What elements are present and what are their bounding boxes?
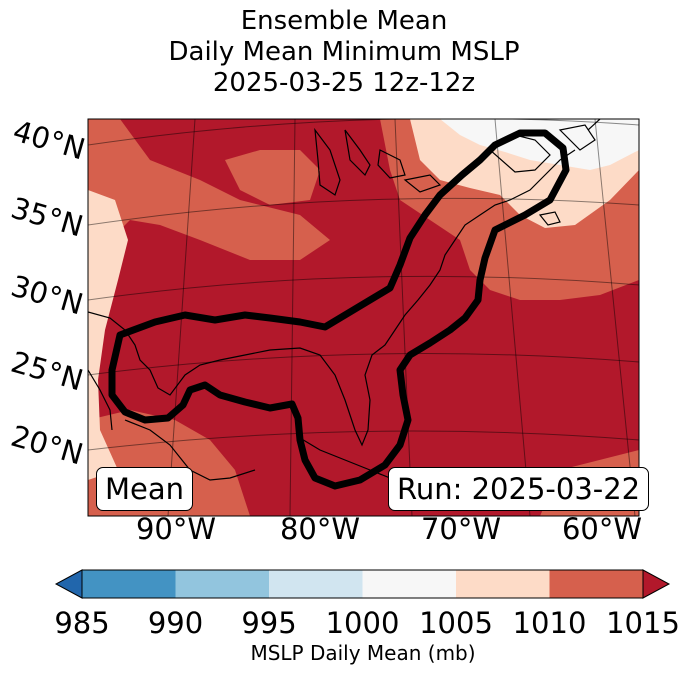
title-line-2: Daily Mean Minimum MSLP — [168, 37, 520, 67]
lon-label-90w: 90°W — [135, 512, 217, 546]
colorbar-tick-1010: 1010 — [512, 606, 587, 640]
coastlines — [88, 119, 601, 487]
contour-1015 — [108, 129, 570, 490]
colorbar-tick-1015: 1015 — [606, 606, 680, 640]
field-1010-west — [88, 119, 330, 300]
title-line-1: Ensemble Mean — [240, 6, 448, 36]
colorbar-extend-low — [54, 569, 83, 599]
mslp-field — [88, 119, 639, 516]
run-date-box: Run: 2025-03-22 — [388, 467, 650, 511]
colorbar-segment-1010 — [549, 570, 644, 598]
field-1005-west — [88, 190, 128, 480]
map-frame — [87, 118, 640, 517]
title-line-3: 2025-03-25 12z-12z — [212, 68, 476, 98]
colorbar-segment-995 — [269, 570, 363, 598]
colorbar-segment-1000 — [362, 570, 457, 598]
colorbar-tick-1005: 1005 — [419, 606, 493, 640]
colorbar-tick-1000: 1000 — [325, 606, 400, 640]
colorbar — [54, 569, 671, 599]
colorbar-tick-985: 985 — [54, 606, 110, 640]
colorbar-segment-985 — [82, 570, 176, 598]
map-panel — [87, 118, 640, 517]
figure-title: Ensemble Mean Daily Mean Minimum MSLP 20… — [0, 6, 688, 99]
mean-label-box: Mean — [96, 467, 194, 511]
lon-label-80w: 80°W — [279, 512, 361, 546]
colorbar-frame — [81, 569, 644, 599]
lon-label-70w: 70°W — [420, 512, 502, 546]
colorbar-segment-990 — [175, 570, 270, 598]
colorbar-tick-990: 990 — [147, 606, 204, 640]
colorbar-tick-995: 995 — [241, 606, 297, 640]
colorbar-segment-1005 — [456, 570, 550, 598]
lon-label-60w: 60°W — [561, 512, 643, 546]
field-1010-inner — [225, 150, 320, 205]
colorbar-extend-high — [642, 569, 671, 599]
colorbar-label: MSLP Daily Mean (mb) — [250, 641, 476, 665]
